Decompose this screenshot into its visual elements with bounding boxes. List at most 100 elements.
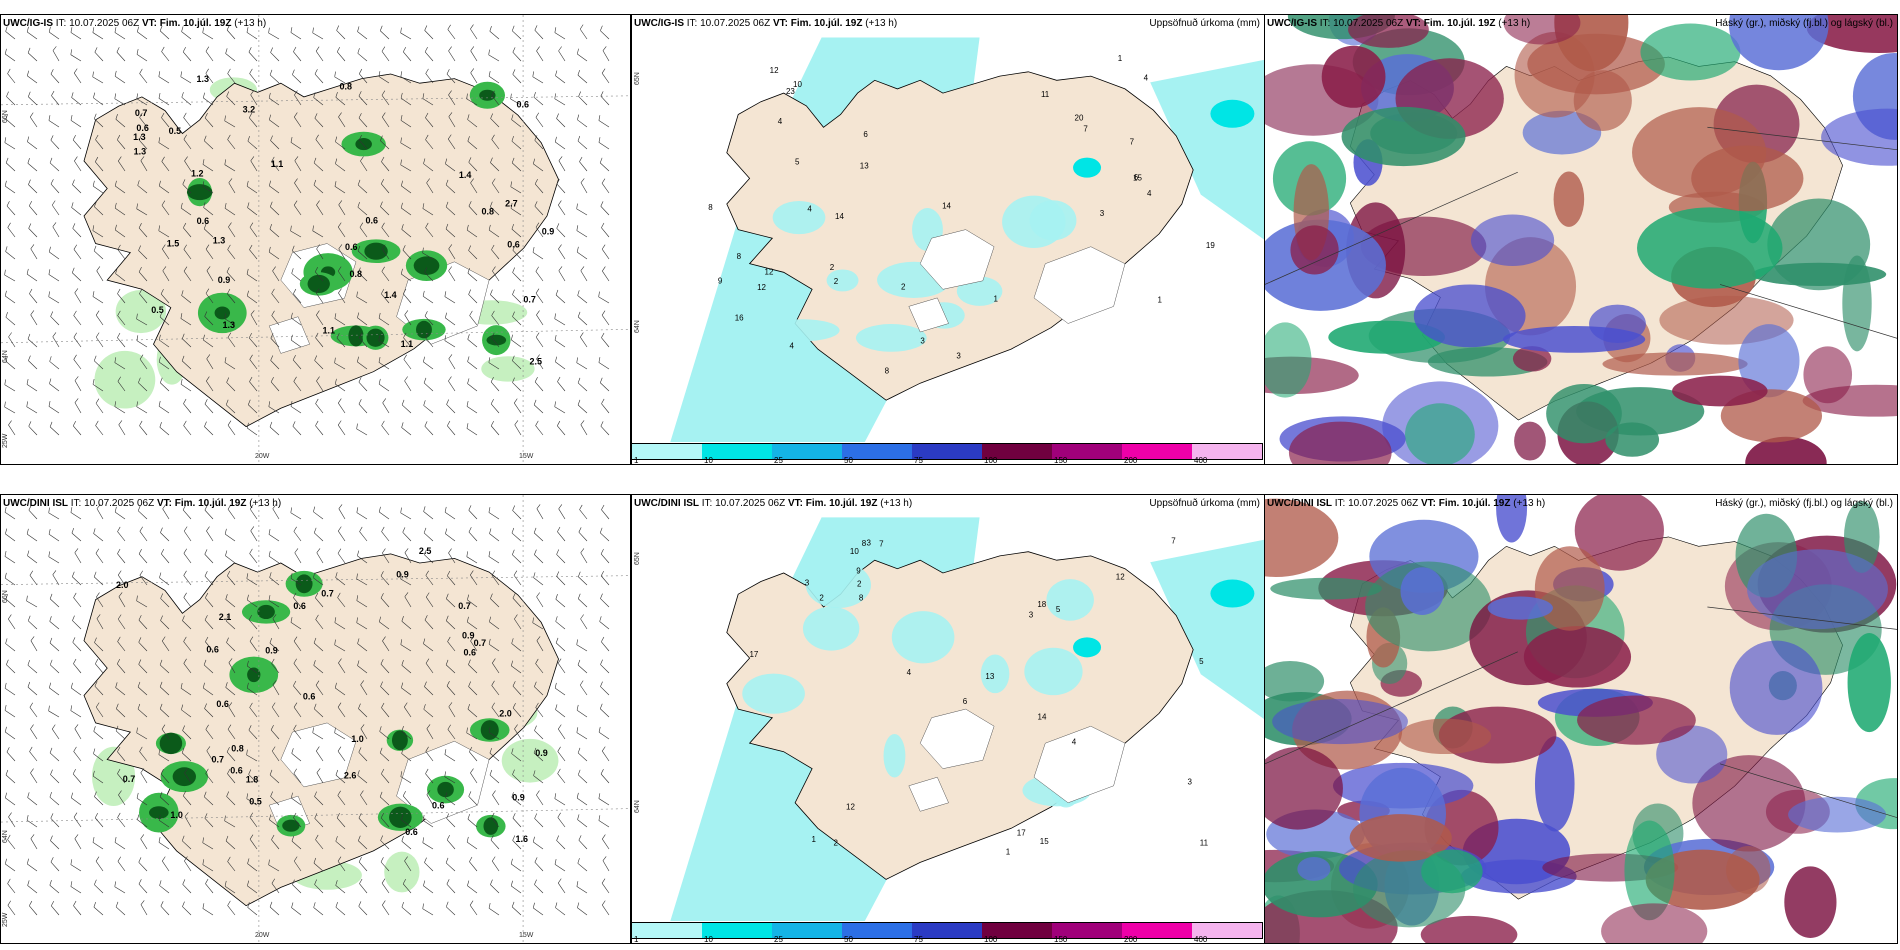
colorbar-tick-label: 75 <box>914 456 923 465</box>
wind-barb <box>445 659 456 674</box>
wind-barb <box>466 836 478 850</box>
precip-area-light <box>501 738 559 783</box>
wind-barb <box>488 357 500 370</box>
wind-barb <box>95 548 104 564</box>
wind-barb <box>511 114 522 128</box>
wind-barb <box>95 658 104 674</box>
wind-barb <box>136 203 148 216</box>
wind-barb <box>534 201 544 216</box>
precip-value-label: 1.3 <box>134 147 147 157</box>
precip-value-label: 0.9 <box>396 570 409 580</box>
wind-barb <box>314 69 324 84</box>
wind-barb <box>160 769 170 784</box>
precip-value-label: 1.0 <box>170 810 183 820</box>
wind-barb <box>466 551 478 564</box>
wind-barb <box>336 25 346 40</box>
precip-value-label: 23 <box>786 87 795 96</box>
wind-barb <box>577 377 588 392</box>
wind-barb <box>71 202 82 216</box>
wind-barb <box>470 570 478 586</box>
wind-barb <box>140 156 148 172</box>
wind-barb <box>468 201 478 216</box>
precip-value-label: 2 <box>833 839 838 848</box>
wind-barb <box>249 834 258 850</box>
wind-barb <box>580 266 588 282</box>
wind-barb <box>159 880 170 894</box>
wind-barb <box>533 158 544 172</box>
wind-barb <box>580 178 588 194</box>
wind-barb <box>577 69 588 84</box>
wind-barb <box>600 549 610 564</box>
wind-barb <box>138 659 148 674</box>
wind-barb <box>491 90 500 106</box>
precip-value-label: 1 <box>1118 54 1123 63</box>
wind-barb <box>445 179 456 194</box>
wind-barb <box>600 593 610 608</box>
wind-barb <box>380 593 390 608</box>
wind-barb <box>162 856 170 872</box>
wind-barb <box>312 727 324 740</box>
wind-barb <box>268 859 280 872</box>
wind-barb <box>271 878 280 894</box>
wind-barb <box>205 724 214 740</box>
wind-barb <box>378 378 390 392</box>
wind-barb <box>227 900 236 916</box>
lat-label-64: 64N <box>634 800 641 813</box>
wind-barb <box>491 178 500 194</box>
wind-barb <box>184 856 192 872</box>
wind-barb <box>270 791 280 806</box>
wind-barb <box>356 595 368 608</box>
wind-barb <box>556 835 566 850</box>
graticule-line <box>1707 126 1897 151</box>
wind-barb <box>444 749 456 762</box>
precip-value-label: 4 <box>807 204 812 213</box>
wind-barb <box>27 136 38 150</box>
wind-barb <box>382 548 390 564</box>
wind-barb <box>379 616 390 630</box>
wind-barb <box>138 549 148 564</box>
precip-value-label: 3 <box>1029 611 1034 620</box>
wind-barb <box>115 268 126 282</box>
wind-barb <box>117 244 126 260</box>
wind-barb <box>512 355 522 370</box>
wind-barb <box>534 857 544 872</box>
wind-barb <box>226 791 236 806</box>
wind-barb <box>445 201 456 216</box>
wind-barb <box>401 399 412 414</box>
wind-barb <box>225 550 236 564</box>
wind-barb <box>424 857 434 872</box>
wind-barb <box>181 290 192 304</box>
wind-barb <box>580 332 588 348</box>
cloud-layer <box>1522 110 1602 155</box>
cloud-layer <box>1728 15 1829 71</box>
wind-barb <box>512 505 522 520</box>
wind-barb <box>138 135 148 150</box>
wind-barb <box>315 46 324 62</box>
wind-barb <box>423 158 434 172</box>
panel-header: UWC/DINI ISL IT: 10.07.2025 06Z VT: Fim.… <box>634 498 913 509</box>
wind-barb <box>467 880 478 894</box>
wind-barb <box>512 47 522 62</box>
wind-barb <box>600 681 610 696</box>
precip-value-label: 0.6 <box>366 215 379 225</box>
wind-barb <box>314 791 324 806</box>
wind-barb <box>138 267 148 282</box>
wind-barb <box>381 90 390 106</box>
precip-value-label: 1 <box>812 835 817 844</box>
wind-barb <box>227 288 236 304</box>
precip-value-label: 2.0 <box>116 580 129 590</box>
wind-barb <box>249 68 258 84</box>
wind-barb <box>227 724 236 740</box>
precip-value-label: 0.6 <box>197 216 210 226</box>
wind-barb <box>601 222 610 238</box>
wind-barb <box>578 91 588 106</box>
wind-barb <box>601 636 610 652</box>
wind-barb <box>358 901 368 916</box>
cloud-layer <box>1577 695 1696 745</box>
wind-barb <box>401 616 412 630</box>
wind-barb <box>118 420 126 436</box>
wind-barb <box>423 400 434 414</box>
precip-value-label: 0.6 <box>345 242 358 252</box>
wind-barb <box>512 311 522 326</box>
wind-barb <box>117 636 126 652</box>
